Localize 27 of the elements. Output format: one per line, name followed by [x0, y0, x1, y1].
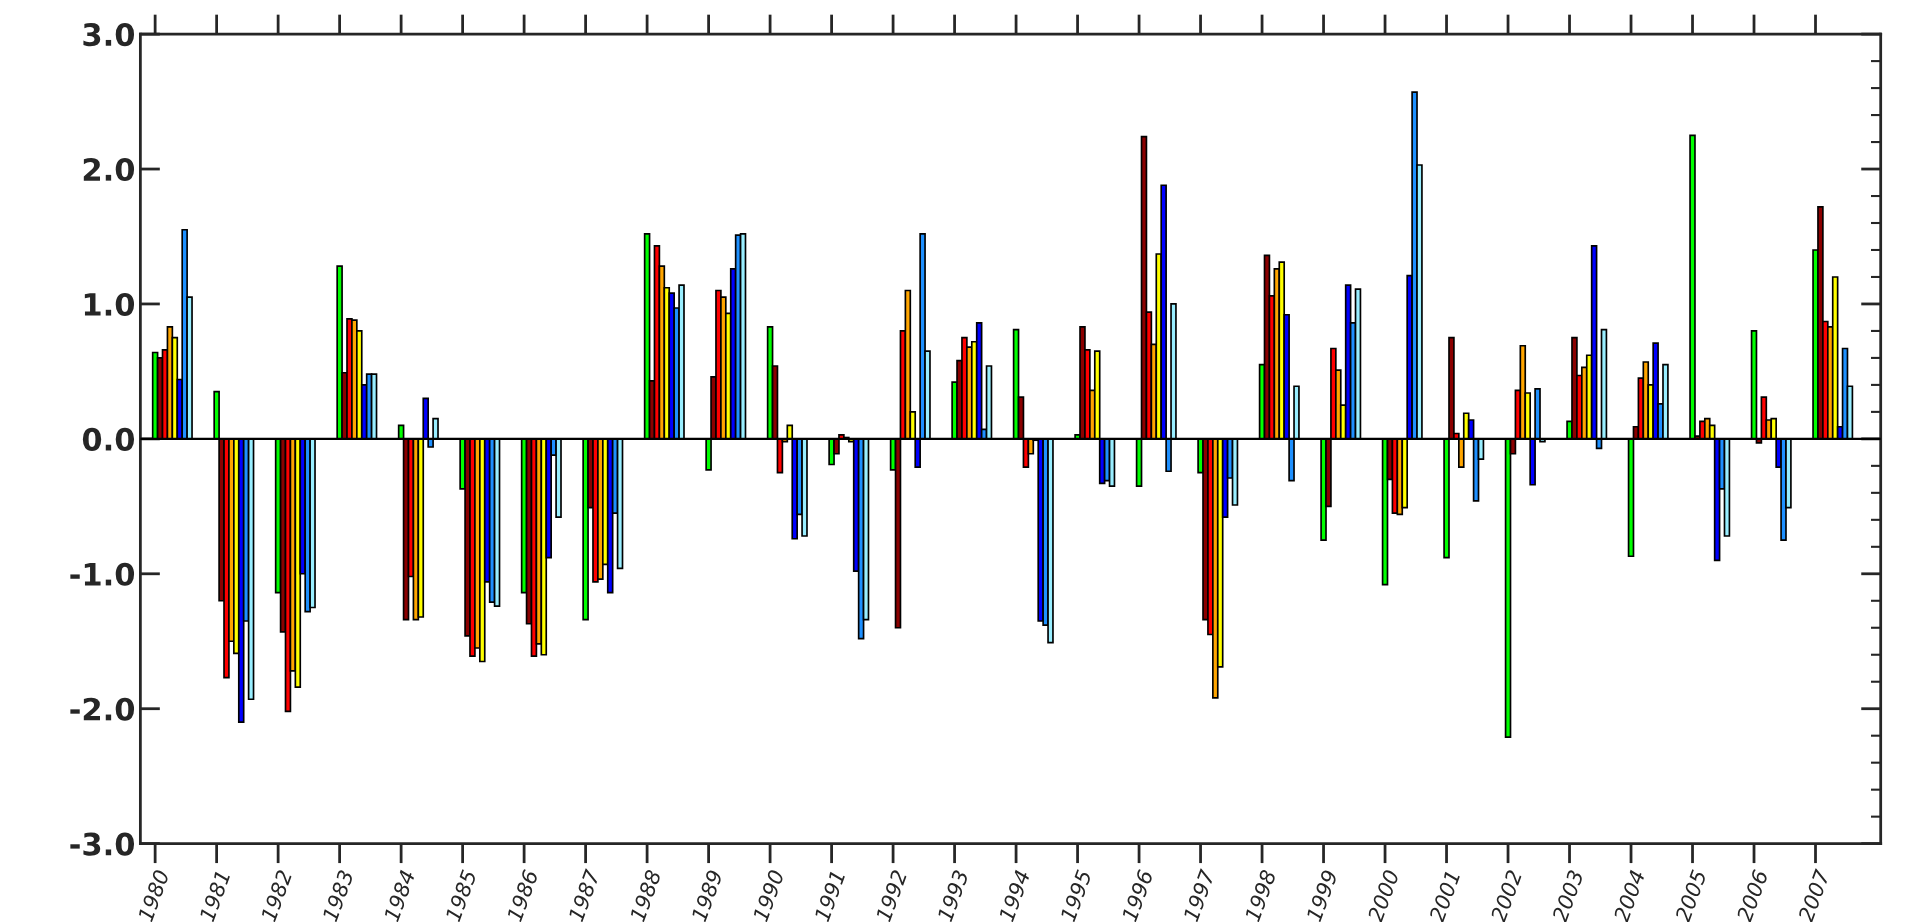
- x-tick-label: 1990: [752, 869, 785, 922]
- x-tick-label: 1992: [875, 869, 908, 922]
- y-tick-label: 2.0: [83, 157, 135, 182]
- x-tick-label: 1982: [260, 869, 293, 922]
- y-tick-label: 3.0: [83, 23, 135, 47]
- y-tick-label: -3.0: [70, 832, 135, 856]
- x-tick-label: 1980: [137, 869, 170, 922]
- x-tick-label: 1999: [1305, 869, 1338, 922]
- x-tick-label: 1987: [567, 868, 601, 922]
- x-tick-label: 1989: [690, 869, 723, 922]
- y-tick-label: 0.0: [82, 427, 135, 451]
- x-tick-label: 1986: [506, 868, 539, 922]
- x-tick-label: 1984: [383, 869, 416, 922]
- x-tick-label: 1991: [813, 871, 846, 922]
- x-tick-label: 1983: [321, 869, 354, 922]
- y-tick-label: -2.0: [70, 697, 135, 721]
- x-tick-label: 1993: [936, 869, 969, 922]
- x-tick-label: 1996: [1121, 868, 1154, 922]
- y-tick-label: -1.0: [70, 562, 135, 586]
- x-tick-label: 1985: [444, 869, 477, 922]
- x-tick-label: 1981: [198, 871, 231, 922]
- x-tick-label: 1988: [629, 868, 662, 922]
- x-tick-label: 1998: [1244, 868, 1277, 922]
- x-tick-label: 1995: [1059, 869, 1092, 922]
- x-tick-label: 1997: [1182, 868, 1216, 922]
- y-tick-label: 1.0: [84, 292, 135, 316]
- x-tick-label: 1994: [998, 869, 1031, 922]
